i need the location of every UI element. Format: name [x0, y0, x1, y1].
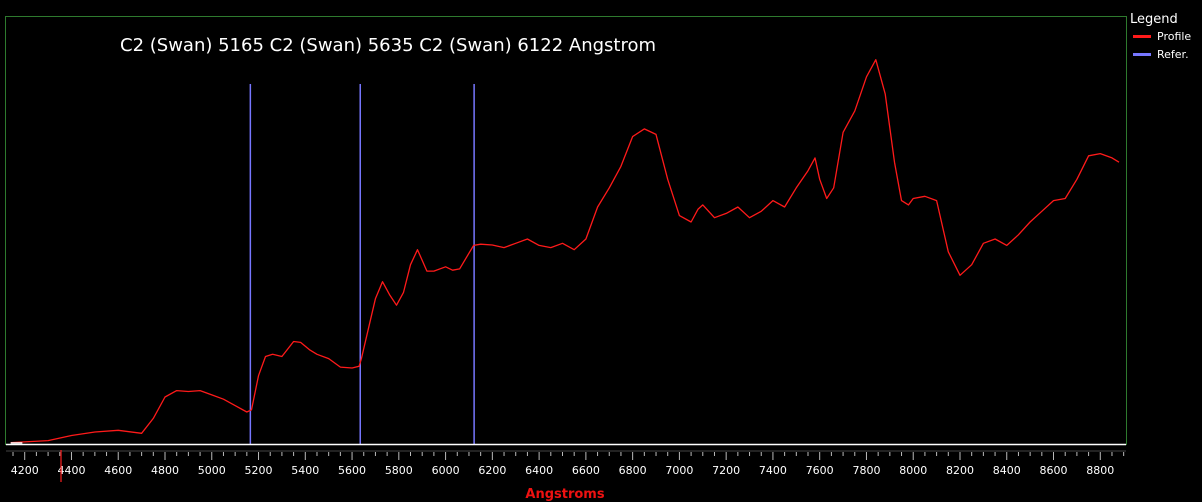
tick-label: 6800: [619, 464, 647, 477]
tick-label: 4800: [151, 464, 179, 477]
tick-label: 5000: [198, 464, 226, 477]
legend-title: Legend: [1130, 12, 1178, 27]
tick-label: 6200: [478, 464, 506, 477]
reference-lines: [249, 84, 475, 444]
tick-label: 5200: [245, 464, 273, 477]
tick-label: 5600: [338, 464, 366, 477]
legend-label-reference: Refer.: [1157, 47, 1189, 61]
tick-label: 5800: [385, 464, 413, 477]
profile-series: [10, 59, 1120, 444]
tick-label: 7600: [806, 464, 834, 477]
profile-line: [10, 59, 1120, 444]
legend: Legend Profile Refer.: [1128, 12, 1202, 63]
x-axis-label: Angstroms: [525, 487, 604, 502]
tick-label: 7800: [852, 464, 880, 477]
tick-label: 8400: [993, 464, 1021, 477]
tick-label: 6400: [525, 464, 553, 477]
legend-item-profile: Profile: [1128, 27, 1202, 45]
tick-label: 6000: [432, 464, 460, 477]
legend-swatch-profile: [1133, 34, 1151, 38]
tick-label: 7200: [712, 464, 740, 477]
tick-label: 8600: [1040, 464, 1068, 477]
chart-title: C2 (Swan) 5165 C2 (Swan) 5635 C2 (Swan) …: [120, 35, 656, 56]
plot-frame: [5, 16, 1127, 445]
tick-label: 8800: [1086, 464, 1114, 477]
tick-label: 6600: [572, 464, 600, 477]
tick-label: 5400: [291, 464, 319, 477]
legend-swatch-reference: [1133, 52, 1151, 56]
tick-label: 7400: [759, 464, 787, 477]
tick-label: 8000: [899, 464, 927, 477]
tick-label: 8200: [946, 464, 974, 477]
tick-label: 7000: [665, 464, 693, 477]
tick-label: 4200: [11, 464, 39, 477]
tick-label: 4600: [104, 464, 132, 477]
tick-label: 4400: [57, 464, 85, 477]
legend-item-reference: Refer.: [1128, 45, 1202, 63]
legend-label-profile: Profile: [1157, 29, 1192, 43]
x-axis-ticks: 4200 4400 4600 4800 5000 5200 5400 5600 5800 6000…: [11, 452, 1125, 477]
